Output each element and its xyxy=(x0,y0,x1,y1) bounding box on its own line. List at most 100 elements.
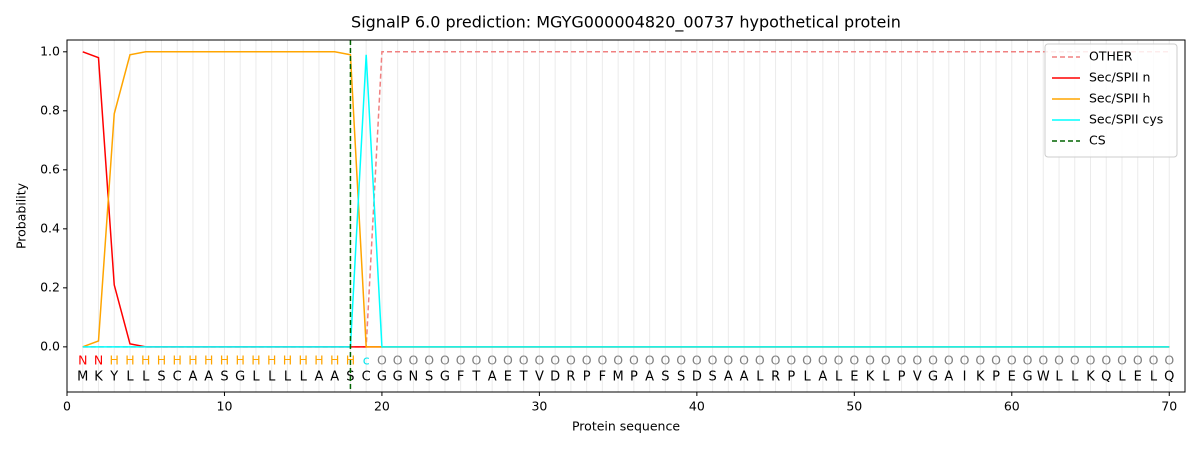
residue: E xyxy=(1134,369,1142,384)
x-tick-label: 10 xyxy=(217,399,233,414)
residue-label: O xyxy=(1070,352,1080,367)
residue: L xyxy=(1150,369,1158,384)
residue: C xyxy=(362,369,371,384)
residue: L xyxy=(142,369,150,384)
residue-label: H xyxy=(157,352,166,367)
legend-label: CS xyxy=(1089,133,1106,148)
residue: P xyxy=(787,369,795,384)
residue: S xyxy=(157,369,165,384)
residue: S xyxy=(220,369,228,384)
y-tick-label: 0.4 xyxy=(40,220,60,235)
residue-label: O xyxy=(1117,352,1127,367)
residue-label: O xyxy=(409,352,419,367)
residue-label: O xyxy=(865,352,875,367)
residue: G xyxy=(1022,369,1032,384)
residue: F xyxy=(599,369,606,384)
residue: K xyxy=(866,369,875,384)
residue-label: c xyxy=(363,352,370,367)
residue-label: O xyxy=(1038,352,1048,367)
residue: A xyxy=(740,369,749,384)
residue: M xyxy=(77,369,88,384)
x-tick-label: 50 xyxy=(846,399,862,414)
residue: G xyxy=(928,369,938,384)
legend-label: Sec/SPII n xyxy=(1089,70,1150,85)
residue-label: O xyxy=(928,352,938,367)
residue: Q xyxy=(1164,369,1174,384)
residue-label: H xyxy=(236,352,245,367)
residue: E xyxy=(1008,369,1016,384)
residue-label: H xyxy=(173,352,182,367)
residue-label: H xyxy=(220,352,229,367)
residue-label: O xyxy=(393,352,403,367)
residue-label: O xyxy=(786,352,796,367)
residue: P xyxy=(583,369,591,384)
residue: G xyxy=(235,369,245,384)
residue: L xyxy=(803,369,811,384)
x-axis-label: Protein sequence xyxy=(572,419,680,434)
residue-label: H xyxy=(298,352,307,367)
y-tick-label: 0.8 xyxy=(40,102,60,117)
residue: A xyxy=(204,369,213,384)
residue-label: O xyxy=(723,352,733,367)
residue: L xyxy=(1055,369,1063,384)
residue-label: H xyxy=(267,352,276,367)
legend-box xyxy=(1044,43,1178,158)
residue-label: O xyxy=(597,352,607,367)
residue: L xyxy=(1071,369,1079,384)
residue-label: O xyxy=(676,352,686,367)
residue-label: O xyxy=(708,352,718,367)
residue-label: O xyxy=(471,352,481,367)
x-tick-label: 60 xyxy=(1004,399,1020,414)
residue: R xyxy=(566,369,575,384)
residue: K xyxy=(1086,369,1095,384)
residue-label: O xyxy=(818,352,828,367)
legend-label: Sec/SPII h xyxy=(1089,91,1150,106)
series-line xyxy=(82,54,1170,348)
series-line xyxy=(82,51,1170,348)
legend-label: OTHER xyxy=(1089,49,1133,64)
residue: L xyxy=(268,369,276,384)
residue: A xyxy=(645,369,654,384)
residue-label: O xyxy=(1133,352,1143,367)
residue-label: O xyxy=(377,352,387,367)
residue: V xyxy=(913,369,922,384)
series-line xyxy=(82,51,1170,348)
residue: F xyxy=(457,369,464,384)
residue-label: O xyxy=(1007,352,1017,367)
residue: A xyxy=(314,369,323,384)
residue-label: O xyxy=(456,352,466,367)
residue-label: O xyxy=(897,352,907,367)
residue-label: O xyxy=(503,352,513,367)
residue: M xyxy=(613,369,624,384)
residue-label: O xyxy=(1149,352,1159,367)
residue: L xyxy=(300,369,308,384)
residue: G xyxy=(377,369,387,384)
residue: S xyxy=(708,369,716,384)
residue-label: O xyxy=(849,352,859,367)
residue-label: H xyxy=(346,352,355,367)
residue: Q xyxy=(1101,369,1111,384)
residue: I xyxy=(963,369,967,384)
residue-label: H xyxy=(188,352,197,367)
x-tick-label: 0 xyxy=(63,399,71,414)
residue-label: O xyxy=(834,352,844,367)
residue-label: O xyxy=(1023,352,1033,367)
residue-label: H xyxy=(204,352,213,367)
residue-label: O xyxy=(739,352,749,367)
residue-label: H xyxy=(330,352,339,367)
residue: A xyxy=(488,369,497,384)
residue: E xyxy=(850,369,858,384)
residue: G xyxy=(440,369,450,384)
y-tick-label: 1.0 xyxy=(40,43,60,58)
residue: S xyxy=(425,369,433,384)
residue-label: N xyxy=(94,352,103,367)
x-tick-label: 70 xyxy=(1161,399,1177,414)
residue-label: O xyxy=(424,352,434,367)
residue: P xyxy=(898,369,906,384)
residue-label: O xyxy=(519,352,529,367)
residue-label: O xyxy=(975,352,985,367)
residue: C xyxy=(173,369,182,384)
residue-label: O xyxy=(487,352,497,367)
y-axis-label: Probability xyxy=(14,182,29,249)
